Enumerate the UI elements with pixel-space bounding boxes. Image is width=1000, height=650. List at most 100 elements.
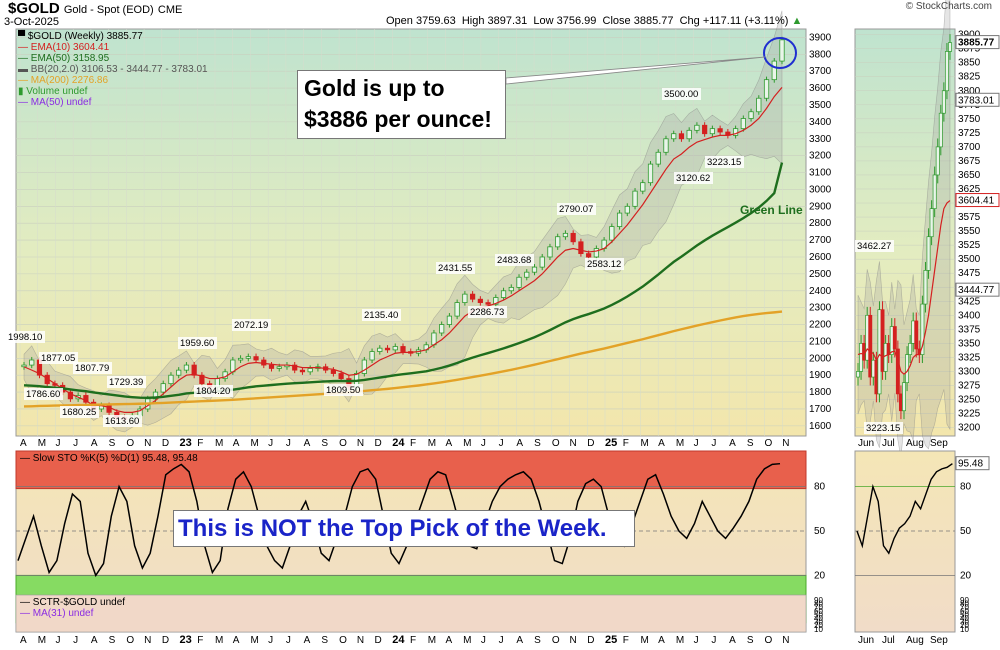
- y-tick-label: 3000: [809, 184, 832, 195]
- price-label: 1998.10: [8, 332, 42, 343]
- inset-candle: [920, 303, 925, 355]
- inset-candle: [880, 309, 885, 372]
- legend-bb: ▬ BB(20,2.0) 3106.53 - 3444.77 - 3783.01: [18, 64, 208, 75]
- candle: [230, 359, 236, 373]
- candle: [671, 133, 677, 140]
- x-tick-label: M: [463, 438, 471, 449]
- price-label-bg: [73, 362, 112, 374]
- price-label: 1959.60: [180, 338, 214, 349]
- inset-y-tick-label: 3375: [958, 324, 981, 335]
- x-tick-label: N: [357, 438, 364, 449]
- candle: [183, 364, 190, 371]
- x-tick-label-bottom: A: [516, 635, 523, 646]
- inset-value-tag-text: 3604.41: [958, 196, 995, 207]
- sctr-tick-label: 40: [814, 614, 823, 623]
- x-tick-label: S: [321, 438, 328, 449]
- candle: [392, 346, 398, 351]
- y-tick-label: 3100: [809, 168, 832, 179]
- price-label: 1680.25: [62, 407, 96, 418]
- inset-candle: [908, 343, 913, 355]
- sctr-tick-label: 50: [814, 610, 823, 619]
- x-tick-label-bottom: M: [215, 635, 223, 646]
- sto-line: [17, 462, 781, 578]
- inset-x-tick-label: Jun: [858, 438, 874, 449]
- x-tick-label: D: [162, 438, 169, 449]
- price-label-bg: [194, 385, 233, 397]
- price-label-bg: [24, 388, 63, 400]
- inset-x-tick-label-bottom: Sep: [930, 635, 948, 646]
- sctr-panel: [15, 594, 807, 633]
- x-tick-label-bottom: S: [747, 635, 754, 646]
- y-tick-label: 2000: [809, 353, 832, 364]
- x-tick-label-bottom: J: [55, 635, 60, 646]
- inset-value-tag: [955, 282, 1000, 297]
- x-tick-label: 24: [392, 437, 405, 449]
- inset-value-tag-text: 3885.77: [958, 38, 995, 49]
- inset-y-tick-label: 3300: [958, 366, 981, 377]
- y-tick-label: 1700: [809, 404, 832, 415]
- candle: [470, 293, 476, 300]
- candle: [299, 369, 306, 373]
- y-tick-label: 3700: [809, 66, 832, 77]
- inset-candle: [883, 343, 888, 372]
- x-tick-label: N: [782, 438, 789, 449]
- x-tick-label-bottom: M: [250, 635, 258, 646]
- green-line-label: Green Line: [740, 203, 803, 217]
- y-tick-label: 1600: [809, 421, 832, 432]
- candle: [160, 383, 166, 393]
- highlight-circle: [763, 37, 797, 69]
- price-label-bg: [178, 337, 217, 349]
- legend-ema50: — EMA(50) 3158.95: [18, 53, 110, 64]
- x-tick-label: F: [410, 438, 416, 449]
- x-tick-label: M: [428, 438, 436, 449]
- x-tick-label-bottom: N: [570, 635, 577, 646]
- inset-y-tick-label: 3525: [958, 240, 981, 251]
- candle: [292, 364, 298, 371]
- candle: [276, 366, 282, 369]
- inset-x-tick-label-bottom: Jun: [858, 635, 874, 646]
- price-label-bg: [232, 319, 271, 331]
- x-tick-label: M: [250, 438, 258, 449]
- x-tick-label: J: [711, 438, 716, 449]
- price-label-bg: [60, 406, 99, 418]
- inset-x-tick-label-bottom: Aug: [906, 635, 924, 646]
- candle: [717, 128, 723, 133]
- inset-y-tick-label: 3400: [958, 310, 981, 321]
- price-label-bg: [585, 258, 624, 270]
- inset-candle: [929, 208, 934, 238]
- candle: [454, 302, 460, 317]
- candle: [632, 190, 638, 207]
- inset-sctr-tick-label: 20: [960, 621, 969, 630]
- candle: [647, 163, 654, 184]
- price-label-bg: [468, 306, 507, 318]
- legend-ma31: — MA(31) undef: [20, 608, 94, 619]
- inset-candle: [948, 42, 952, 52]
- candle: [756, 97, 762, 113]
- candle: [748, 111, 754, 119]
- candle: [369, 351, 375, 361]
- x-tick-label: A: [445, 438, 452, 449]
- candle: [400, 346, 406, 352]
- candle: [199, 374, 205, 385]
- inset-y-tick-label: 3475: [958, 268, 981, 279]
- x-tick-label: F: [623, 438, 629, 449]
- inset-y-tick-label: 3575: [958, 212, 981, 223]
- x-tick-label: A: [304, 438, 311, 449]
- candle: [508, 286, 514, 292]
- inset-x-tick-label: Aug: [906, 438, 924, 449]
- x-tick-label-bottom: J: [499, 635, 504, 646]
- ohlc-readout: Open 3759.63 High 3897.31 Low 3756.99 Cl…: [386, 15, 803, 27]
- sto-tick-label: 20: [814, 570, 826, 581]
- inset-price-label-bg: [855, 240, 894, 252]
- y-tick-label: 2200: [809, 320, 832, 331]
- candle: [709, 128, 715, 135]
- x-tick-label-bottom: A: [233, 635, 240, 646]
- inset-y-tick-label: 3650: [958, 170, 981, 181]
- x-tick-label: M: [215, 438, 223, 449]
- candle: [640, 182, 646, 192]
- candle: [176, 369, 182, 376]
- y-tick-label: 3300: [809, 134, 832, 145]
- inset-x-tick-label: Sep: [930, 438, 948, 449]
- x-tick-label: 23: [180, 437, 192, 449]
- inset-candle: [914, 320, 919, 350]
